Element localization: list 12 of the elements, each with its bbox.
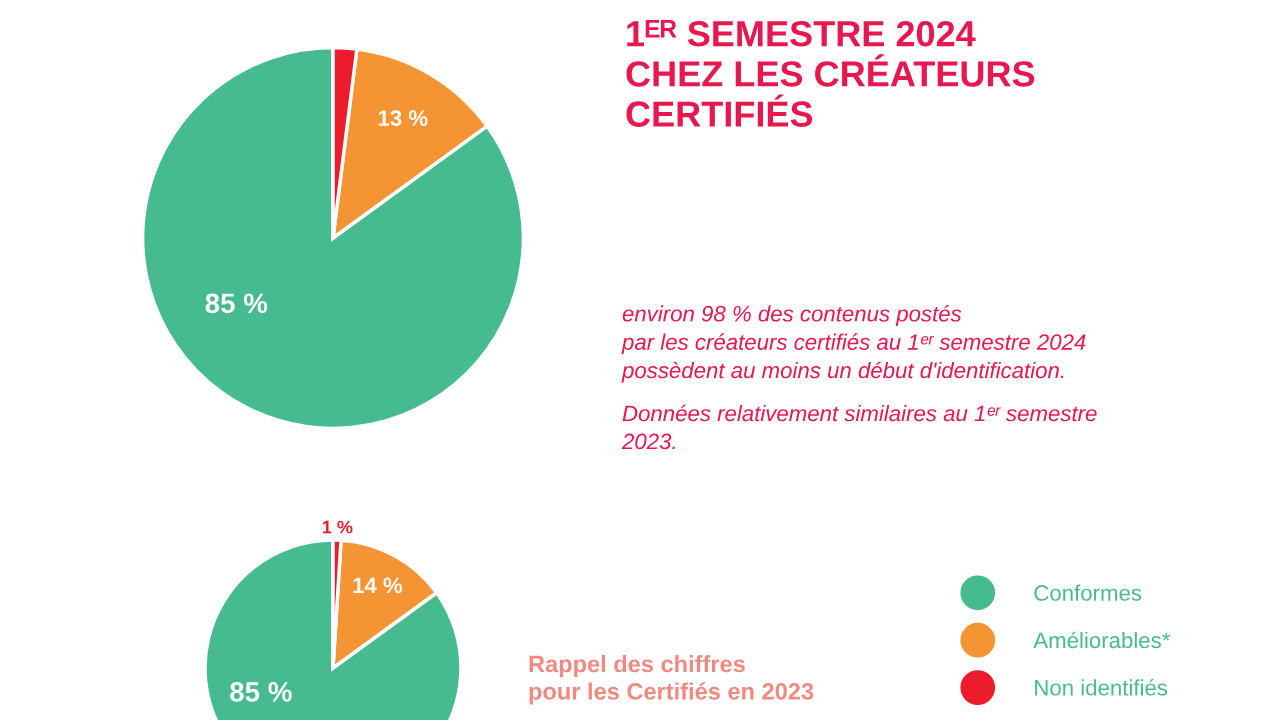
data-label: 85 % (230, 682, 292, 702)
text: 1ᴱᴿ SEMESTRE 2024 CHEZ LES CRÉATEURS CERTIFIÉS (626, 20, 1035, 127)
text: Données relativement similaires au 1ᵉʳ semestre 2023. (621, 404, 1097, 450)
text: Rappel des chiffres pour les Certifiés en 2023 (529, 655, 814, 705)
data-label: 14 % (353, 577, 403, 594)
legend-label: Améliorables* (1033, 631, 1171, 649)
data-label: 13 % (378, 110, 428, 126)
data-label: 1 % (322, 520, 353, 534)
text: environ 98 % des contenus postés par les créateurs certifiés au 1ᵉʳ semestre 2024 possèdent au moins un début d'identification. (621, 305, 1086, 383)
legend-label: Non identifiés (1035, 679, 1168, 696)
data-label: 85 % (205, 293, 268, 314)
legend-label: Conformes (1034, 584, 1142, 601)
